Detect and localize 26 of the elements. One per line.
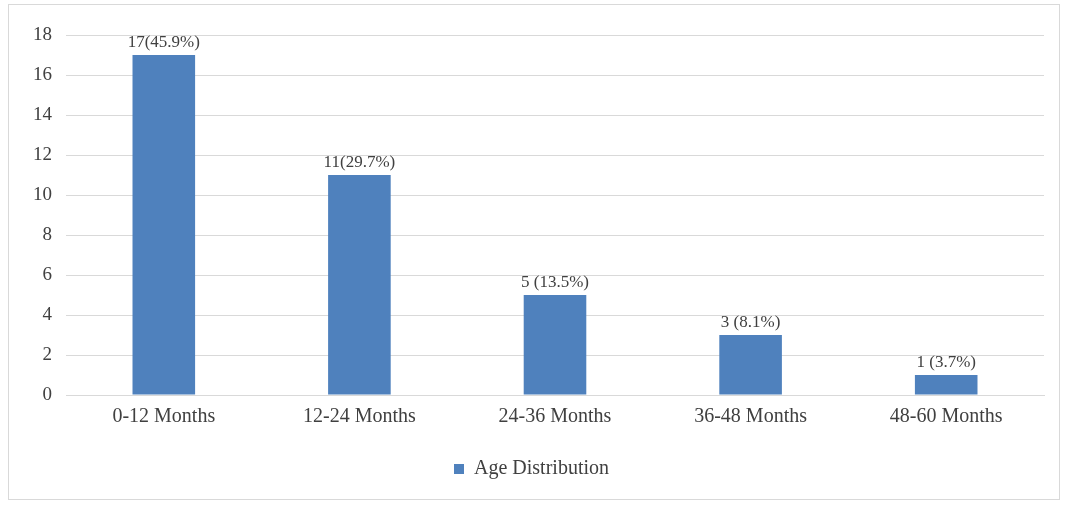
y-tick-label: 18 — [33, 22, 52, 44]
y-tick-label: 10 — [33, 182, 52, 204]
y-tick-label: 8 — [42, 222, 52, 244]
y-tick-label: 2 — [42, 342, 52, 364]
bar — [328, 175, 391, 395]
data-label: 1 (3.7%) — [916, 351, 976, 371]
data-label: 3 (8.1%) — [720, 311, 781, 331]
bar — [719, 335, 782, 395]
data-label: 11(29.7%) — [323, 151, 396, 171]
data-label: 5 (13.5%) — [521, 271, 589, 291]
y-tick-label: 4 — [42, 302, 53, 324]
x-tick-label: 24-36 Months — [498, 404, 612, 427]
bar — [523, 295, 587, 395]
legend-label: Age Distribution — [474, 456, 609, 480]
x-tick-label: 36-48 Months — [694, 404, 808, 427]
data-label: 17(45.9%) — [127, 31, 200, 51]
y-tick-label: 14 — [33, 102, 53, 124]
bar — [914, 375, 978, 395]
x-tick-label: 12-24 Months — [303, 404, 416, 427]
y-tick-label: 6 — [42, 262, 52, 284]
x-tick-label: 0-12 Months — [112, 404, 216, 427]
bar — [132, 55, 196, 395]
y-tick-label: 12 — [33, 142, 52, 164]
y-tick-label: 0 — [42, 382, 52, 404]
y-tick-label: 16 — [33, 62, 52, 84]
x-tick-label: 48-60 Months — [889, 404, 1003, 427]
